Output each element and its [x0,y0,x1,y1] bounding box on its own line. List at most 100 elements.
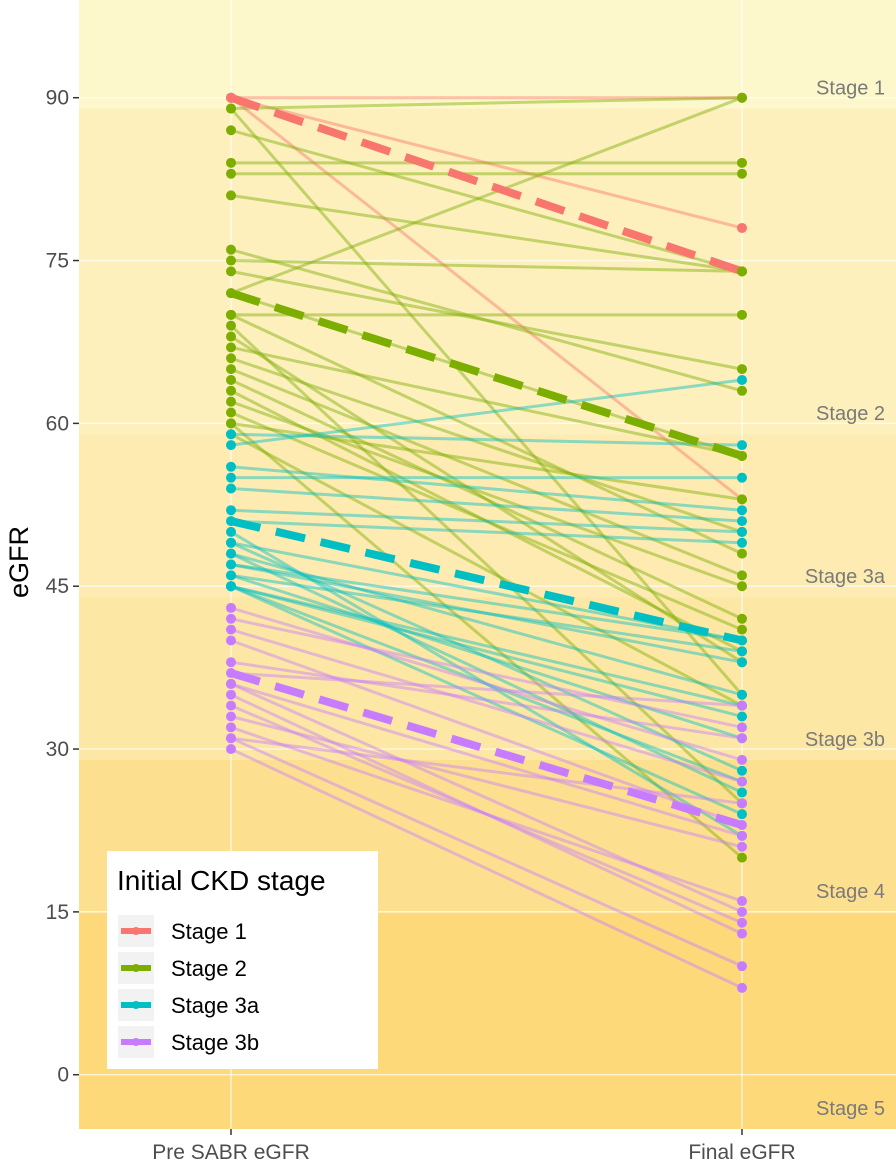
point-stage-2 [737,548,747,559]
patient-line-stage-2 [230,432,743,707]
patient-line-stage-3a [230,530,743,838]
point-stage-3b [226,657,236,668]
patient-line-stage-3b [230,671,743,708]
patient-line-stage-3b [230,682,743,914]
patient-line-stage-3a [230,563,743,642]
patient-line-stage-3b [230,725,743,903]
point-stage-3b [226,722,236,733]
patient-line-stage-2 [230,356,743,534]
stage-labels: Stage 5 Stage 4 Stage 3b Stage 3a Stage 2 Sta… [805,78,886,1120]
patient-line-stage-2 [230,128,743,273]
point-stage-3b [737,820,747,831]
patient-line-stage-2 [230,248,743,393]
legend-label: Stage 1 [171,919,247,944]
stage-label: Stage 2 [816,403,885,425]
y-tick-label: 90 [46,87,69,110]
point-stage-3b [226,668,236,679]
legend-title: Initial CKD stage [117,865,326,896]
point-stage-2 [226,407,236,418]
patient-line-stage-3a [230,584,743,718]
patient-line-stage-3a [230,573,743,653]
point-stage-1 [226,92,236,103]
point-stage-2 [737,168,747,179]
point-stage-3a [226,570,236,581]
point-stage-2 [226,255,236,266]
stage-label: Stage 5 [816,1098,885,1120]
y-tick-label: 15 [46,901,69,924]
point-stage-2 [226,190,236,201]
point-stage-3b [737,776,747,787]
legend-key-point [132,1038,140,1046]
patient-line-stage-2 [230,96,743,111]
point-stage-2 [226,309,236,320]
point-stage-3b [737,733,747,744]
band-stage-1 [79,0,896,109]
point-stage-3a [226,429,236,440]
patient-line-stage-3a [230,573,743,740]
patient-line-stage-1 [230,96,743,501]
patient-line-stage-3a [230,465,743,512]
point-stage-2 [226,266,236,277]
point-stage-3a [737,537,747,548]
stage-label: Stage 1 [816,78,885,100]
patient-line-stage-3b [230,693,743,935]
patient-line-stage-3a [230,519,743,545]
mean-lines [229,93,744,829]
patient-line-stage-3b [230,660,743,740]
patient-line-stage-3a [230,552,743,697]
point-stage-3a [737,505,747,516]
point-stage-2 [737,450,747,461]
patient-line-stage-3a [230,563,743,664]
point-stage-3b [226,689,236,700]
point-stage-2 [737,624,747,635]
point-stage-3a [737,440,747,451]
legend-key-point [132,964,140,972]
patient-line-stage-3a [230,541,743,773]
patient-line-stage-3a [230,378,743,447]
patient-line-stage-2 [230,269,743,371]
point-stage-3a [737,374,747,385]
point-stage-3b [737,982,747,993]
y-axis: 0 15 30 45 60 75 90 [46,87,79,1087]
point-stage-3b [737,754,747,765]
y-tick-label: 30 [46,738,69,761]
patient-line-stage-3a [230,584,743,708]
point-stage-3a [737,635,747,646]
point-stage-2 [226,288,236,299]
patient-line-stage-2 [230,335,743,664]
patient-line-stage-3a [230,584,743,816]
x-tick-label: Pre SABR eGFR [152,1141,310,1161]
point-stage-3b [226,733,236,744]
patient-line-stage-2 [229,324,744,805]
patient-line-stage-3a [230,508,743,534]
x-axis: Pre SABR eGFR Final eGFR [152,1129,796,1161]
point-stage-2 [737,581,747,592]
point-stage-2 [737,157,747,168]
patient-line-stage-1 [230,96,743,230]
point-stage-2 [226,125,236,136]
point-stage-3a [737,809,747,820]
point-stage-3a [226,505,236,516]
point-stage-3b [737,928,747,939]
patient-line-stage-3a [230,487,743,523]
patient-line-stage-3b [230,715,743,849]
stage-bands [79,0,896,1129]
point-stage-3b [737,830,747,841]
patient-line-stage-3a [230,584,743,784]
point-stage-3a [226,526,236,537]
point-stage-1 [737,222,747,233]
legend-label: Stage 3a [171,993,260,1018]
point-stage-2 [226,385,236,396]
point-stage-3b [226,613,236,624]
point-stage-2 [737,266,747,277]
point-stage-3a [737,526,747,537]
point-stage-3b [226,602,236,613]
patient-line-stage-2 [230,400,743,588]
point-stage-2 [737,385,747,396]
point-stage-3a [226,516,236,527]
point-stage-3b [737,841,747,852]
mean-line-stage-3a [230,517,743,645]
y-tick-label: 60 [46,412,69,435]
point-stage-3a [226,440,236,451]
